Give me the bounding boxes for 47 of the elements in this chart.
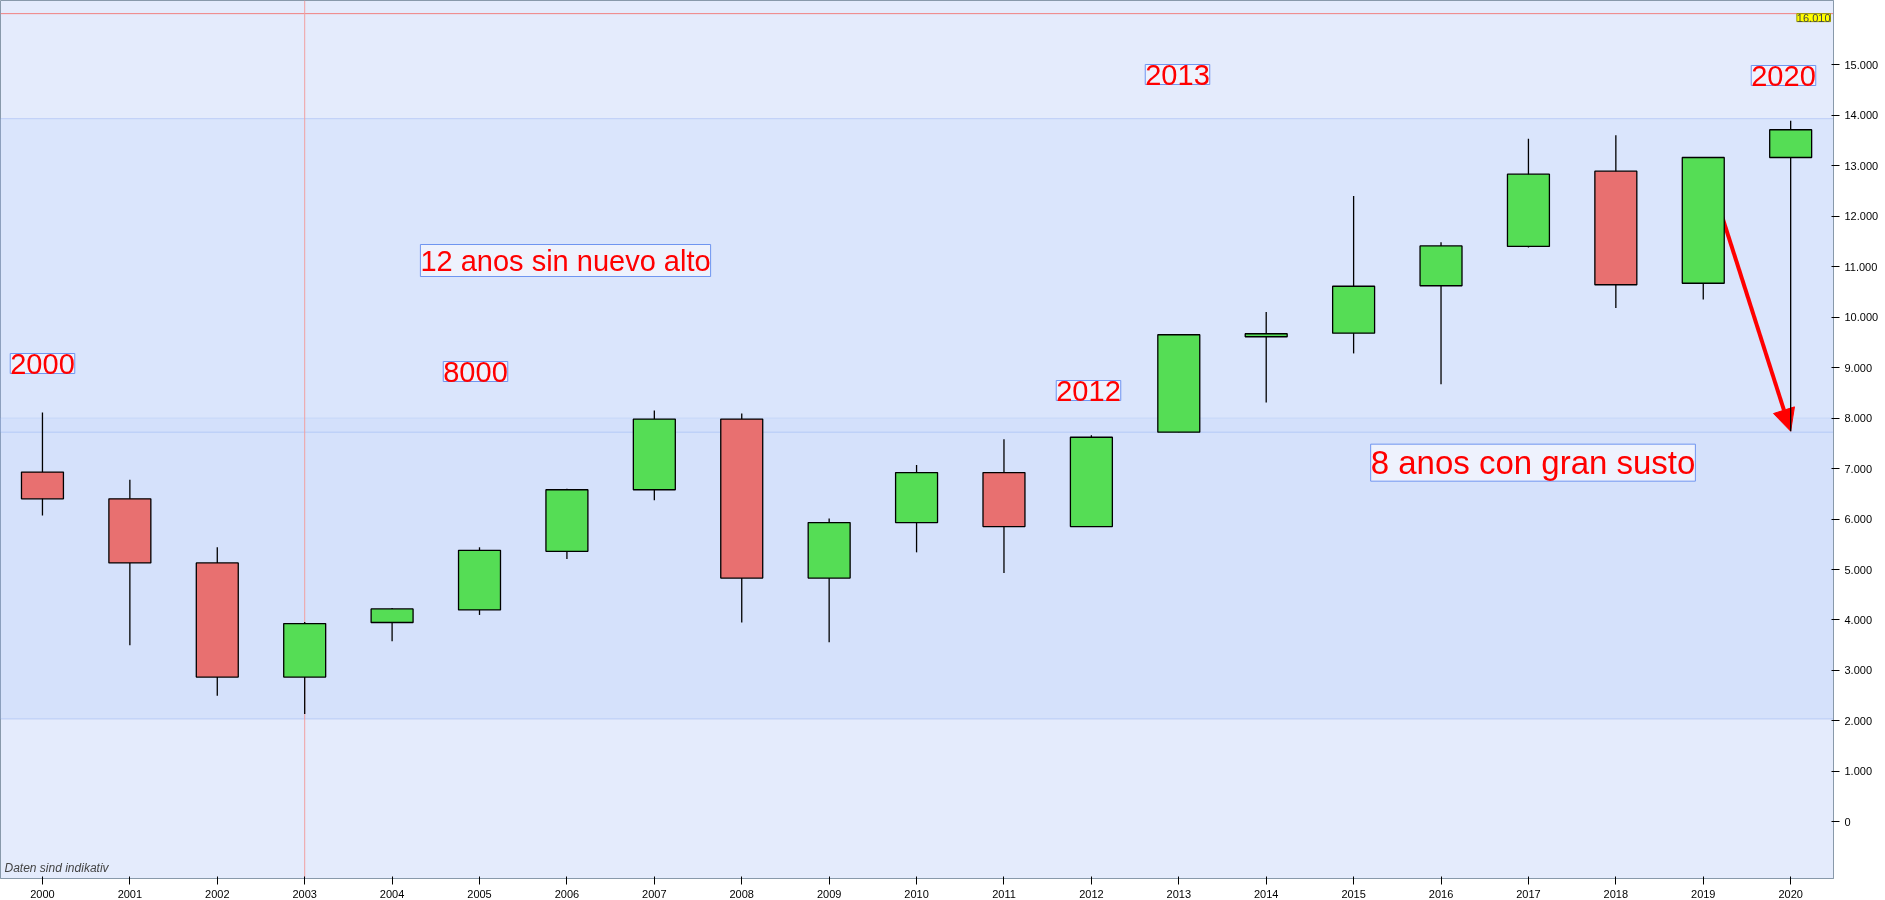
y-tick-label: 14.000 bbox=[1844, 109, 1879, 122]
x-tick-label: 2016 bbox=[1428, 887, 1454, 900]
x-tick-label: 2003 bbox=[292, 887, 317, 900]
x-tick-label: 2019 bbox=[1691, 887, 1716, 900]
annotation: 2013 bbox=[1145, 58, 1210, 91]
x-tick-label: 2006 bbox=[554, 887, 580, 900]
y-tick-label: 1.000 bbox=[1844, 765, 1873, 778]
y-tick-label: 0 bbox=[1844, 815, 1851, 828]
y-tick-label: 8.000 bbox=[1844, 412, 1873, 425]
annotation: Daten sind indikativ bbox=[4, 860, 110, 875]
x-tick-label: 2012 bbox=[1079, 887, 1104, 900]
y-tick-label: 3.000 bbox=[1844, 664, 1873, 677]
x-tick-label: 2004 bbox=[379, 887, 405, 900]
x-tick-label: 2018 bbox=[1603, 887, 1629, 900]
y-tick-label: 4.000 bbox=[1844, 614, 1873, 626]
x-tick-label: 2002 bbox=[205, 887, 230, 900]
annotation: 2000 bbox=[10, 347, 75, 380]
x-tick-label: 2007 bbox=[642, 887, 667, 900]
y-tick-label: 6.000 bbox=[1844, 513, 1873, 526]
annotation: 8 anos con gran susto bbox=[1370, 444, 1696, 482]
annotation: 8000 bbox=[443, 355, 508, 388]
y-tick-label: 13.000 bbox=[1844, 159, 1879, 172]
x-tick-label: 2014 bbox=[1253, 887, 1279, 900]
x-tick-label: 2000 bbox=[30, 887, 55, 900]
x-tick-label: 2009 bbox=[816, 887, 842, 900]
y-tick-label: 9.000 bbox=[1844, 361, 1873, 374]
x-tick-label: 2005 bbox=[467, 887, 492, 900]
y-tick-label: 10.000 bbox=[1844, 311, 1879, 324]
x-tick-label: 2020 bbox=[1778, 887, 1803, 900]
y-tick-label: 15.000 bbox=[1844, 58, 1879, 71]
x-tick-label: 2015 bbox=[1341, 887, 1366, 900]
x-tick-label: 2008 bbox=[729, 887, 754, 900]
y-tick-label: 2.000 bbox=[1844, 714, 1873, 727]
y-tick-label: 12.000 bbox=[1844, 210, 1879, 223]
y-tick-label: 11.000 bbox=[1844, 260, 1878, 273]
annotation: 2020 bbox=[1751, 59, 1816, 92]
x-tick-label: 2013 bbox=[1166, 887, 1192, 900]
x-tick-label: 2001 bbox=[117, 887, 143, 900]
x-tick-label: 2017 bbox=[1516, 887, 1541, 900]
x-tick-label: 2011 bbox=[992, 887, 1016, 900]
x-tick-label: 2010 bbox=[904, 887, 929, 900]
ref-line-label: 16.010 bbox=[1796, 11, 1831, 24]
y-tick-label: 7.000 bbox=[1844, 462, 1873, 475]
y-tick-label: 5.000 bbox=[1844, 563, 1873, 576]
annotation: 12 anos sin nuevo alto bbox=[420, 244, 711, 277]
annotation: 2012 bbox=[1056, 374, 1121, 407]
candlestick bbox=[1244, 311, 1288, 404]
